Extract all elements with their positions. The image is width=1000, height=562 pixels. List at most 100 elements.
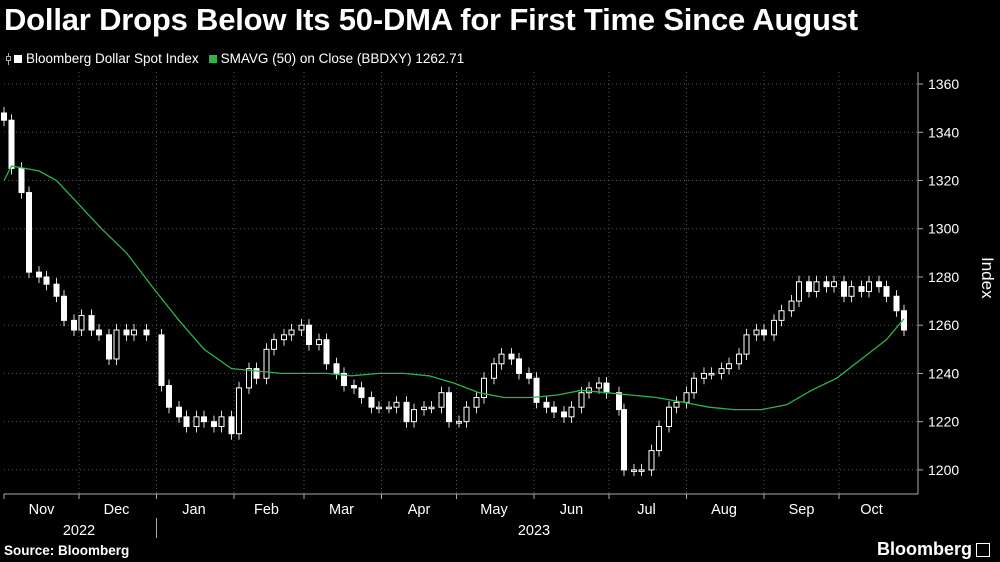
x-tick-label: Sep — [789, 502, 815, 518]
price-candle — [883, 286, 890, 297]
price-candle — [631, 469, 637, 472]
price-candle — [201, 416, 207, 423]
price-candle — [726, 363, 732, 370]
price-candle — [638, 469, 645, 472]
price-candle — [578, 392, 585, 408]
y-axis-label: Index — [978, 257, 997, 299]
price-candle — [323, 339, 330, 365]
price-candle — [53, 283, 60, 297]
price-candle — [333, 363, 340, 374]
price-candle — [893, 295, 900, 312]
y-tick-label: 1240 — [928, 365, 959, 381]
price-candle — [876, 281, 882, 288]
price-candle — [106, 334, 112, 360]
price-candle — [166, 384, 172, 408]
x-tick-label: Nov — [29, 502, 56, 518]
legend-item-smavg: SMAVG (50) on Close (BBDXY) 1262.71 — [208, 51, 465, 66]
price-candle — [428, 406, 435, 410]
price-candle — [26, 192, 32, 273]
price-candle — [778, 310, 785, 321]
y-tick-label: 1340 — [928, 124, 959, 140]
price-candle — [96, 329, 102, 336]
price-candle — [183, 416, 190, 427]
price-candle — [806, 281, 812, 292]
grid-lines — [4, 72, 918, 494]
price-candle — [616, 392, 622, 411]
y-tick-label: 1280 — [928, 269, 959, 285]
price-candle — [78, 315, 85, 331]
legend-swatch-smavg — [208, 54, 217, 63]
price-candle — [848, 286, 855, 297]
price-candle — [831, 281, 837, 288]
price-candle — [358, 387, 365, 399]
price-candle — [498, 353, 505, 365]
price-candle — [341, 372, 347, 386]
price-candle — [288, 329, 295, 336]
x-tick-label: May — [480, 502, 508, 518]
price-candle — [788, 300, 795, 312]
price-candle — [211, 421, 217, 427]
brand-label: Bloomberg — [876, 539, 972, 559]
price-candle — [796, 281, 802, 302]
price-candle — [1, 112, 7, 121]
moving-average-series — [3, 165, 905, 411]
price-candle — [761, 329, 767, 336]
x-tick-label: Jun — [560, 502, 583, 518]
y-tick-label: 1200 — [928, 462, 959, 478]
chart-title: Dollar Drops Below Its 50-DMA for First … — [4, 2, 858, 37]
price-candle — [8, 119, 15, 169]
price-candle — [648, 450, 655, 471]
year-label: 2022 — [63, 523, 95, 539]
price-candle — [656, 425, 662, 452]
price-candle — [386, 406, 392, 410]
price-candle — [411, 409, 417, 423]
x-tick-label: Jan — [182, 502, 205, 518]
price-candle — [516, 358, 522, 374]
price-candle — [473, 397, 480, 408]
price-candle — [551, 406, 557, 413]
price-candle — [158, 334, 165, 386]
price-candle — [841, 281, 847, 297]
price-candle — [298, 324, 305, 331]
price-candle — [543, 401, 550, 408]
price-candle — [691, 377, 697, 394]
price-candle — [376, 406, 382, 410]
price-candle — [683, 392, 690, 403]
price-candle — [306, 324, 312, 345]
legend-label-smavg: SMAVG (50) on Close (BBDXY) 1262.71 — [220, 51, 465, 66]
price-candle — [603, 382, 610, 394]
price-candle — [113, 329, 120, 360]
price-candle — [621, 409, 627, 471]
price-candle — [901, 310, 907, 331]
price-candle — [568, 406, 575, 418]
price-candle — [18, 167, 25, 194]
price-candle — [281, 334, 287, 341]
price-candle — [421, 406, 427, 411]
price-candle — [743, 334, 750, 355]
price-candle — [123, 329, 130, 336]
y-tick-label: 1300 — [928, 221, 959, 237]
x-tick-label: Feb — [254, 502, 279, 518]
price-candle — [481, 377, 487, 399]
x-tick-label: Jul — [637, 502, 656, 518]
chart-icon — [976, 542, 990, 557]
x-tick-label: Dec — [104, 502, 130, 518]
price-candle — [131, 329, 137, 336]
price-candle — [446, 392, 452, 423]
source-note: Source: Bloomberg — [4, 543, 130, 558]
x-tick-label: Aug — [711, 502, 737, 518]
y-tick-label: 1260 — [928, 317, 959, 333]
price-series — [1, 106, 907, 476]
price-candle — [316, 339, 322, 345]
year-label: 2023 — [518, 523, 550, 539]
price-candle — [143, 329, 150, 336]
price-candle — [228, 416, 235, 435]
price-candle — [351, 384, 357, 389]
price-candle — [36, 271, 42, 278]
legend-swatch-dollar-index — [14, 54, 22, 63]
moving-average-line — [3, 165, 905, 411]
price-candle — [813, 281, 820, 292]
axes: 1200 1220 1240 1260 1280 1300 1320 1340 1360 Inde… — [3, 72, 997, 539]
price-candle — [718, 368, 725, 374]
legend-label-dollar-index: Bloomberg Dollar Spot Index — [26, 51, 199, 66]
